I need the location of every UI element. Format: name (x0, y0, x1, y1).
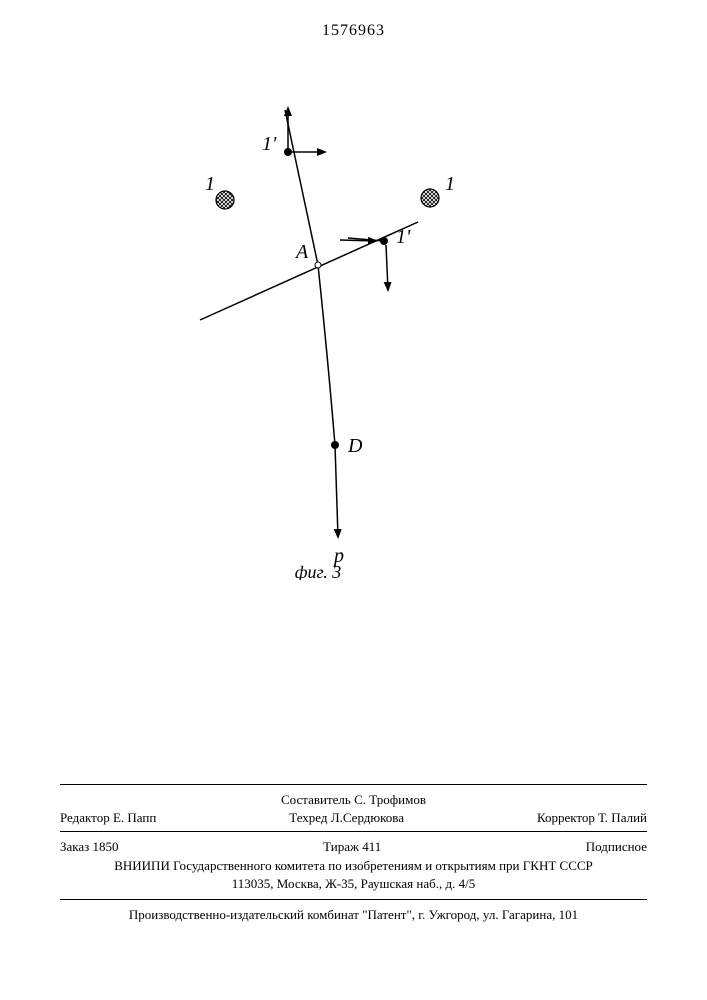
compiler-line: Составитель С. Трофимов (60, 791, 647, 809)
order-row: Заказ 1850 Тираж 411 Подписное (60, 838, 647, 856)
force-p-vector (335, 445, 338, 537)
label-one-left: 1 (205, 173, 215, 195)
hatched-dot-left (216, 191, 234, 209)
org-line-2: 113035, Москва, Ж-35, Раушская наб., д. … (60, 875, 647, 893)
order-number: Заказ 1850 (60, 838, 119, 856)
tirazh: Тираж 411 (323, 838, 381, 856)
right-prime-arrow-down (386, 245, 388, 290)
label-one-right: 1 (445, 173, 455, 195)
label-one-prime-right: 1' (396, 226, 411, 248)
label-a: A (294, 241, 309, 263)
editor: Редактор Е. Папп (60, 809, 156, 827)
imprint-footer: Составитель С. Трофимов Редактор Е. Папп… (60, 780, 647, 924)
rule-bottom (60, 899, 647, 900)
press-line: Производственно-издательский комбинат "П… (60, 906, 647, 924)
point-d (331, 441, 339, 449)
rule-mid (60, 831, 647, 832)
label-d: D (347, 435, 363, 457)
cross-line (200, 222, 418, 320)
hatched-dot-right (421, 189, 439, 207)
credits-row: Редактор Е. Папп Техред Л.Сердюкова Корр… (60, 809, 647, 827)
figure-3-diagram: A D p 1 1 1' 1' фиг. 3 (0, 60, 707, 580)
point-a (315, 262, 321, 268)
org-line-1: ВНИИПИ Государственного комитета по изоб… (60, 857, 647, 875)
top-prime-dot (284, 148, 292, 156)
main-line-lower (318, 265, 335, 445)
podpisnoe: Подписное (586, 838, 647, 856)
label-one-prime-top: 1' (262, 133, 277, 155)
rule-top (60, 784, 647, 785)
right-prime-arrow-right2 (340, 240, 376, 241)
corrector: Корректор Т. Палий (537, 809, 647, 827)
techred: Техред Л.Сердюкова (289, 809, 404, 827)
figure-caption: фиг. 3 (295, 562, 342, 580)
page-number: 1576963 (0, 22, 707, 40)
right-prime-dot (380, 237, 388, 245)
